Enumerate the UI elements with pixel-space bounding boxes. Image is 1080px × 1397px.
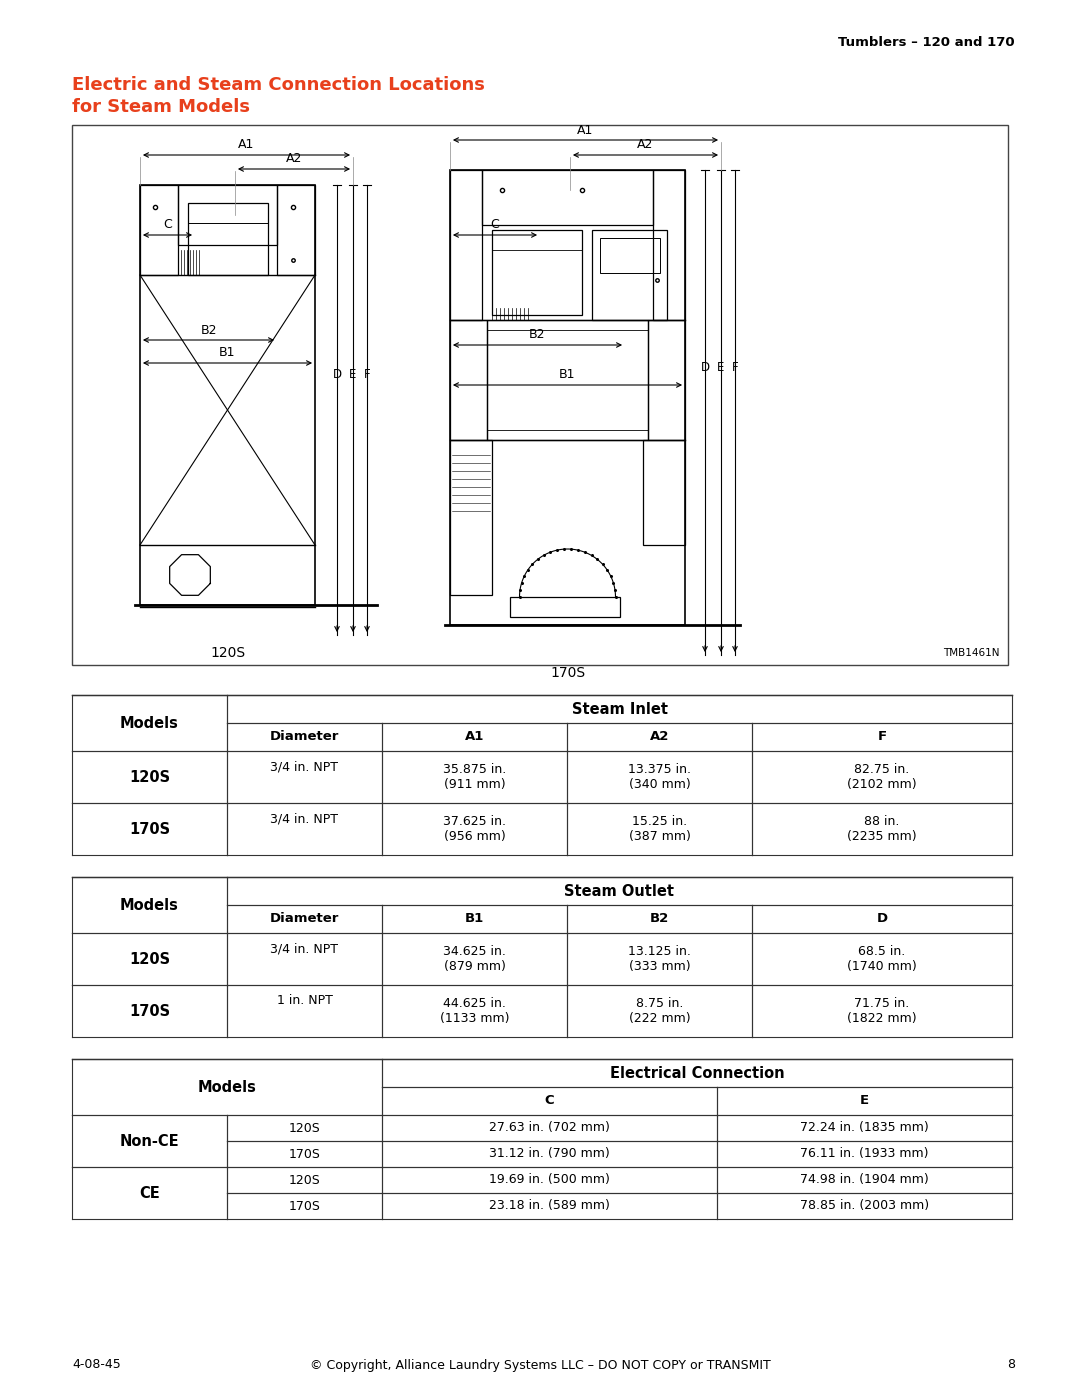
Text: 34.625 in.
(879 mm): 34.625 in. (879 mm) <box>443 944 505 972</box>
Text: 27.63 in. (702 mm): 27.63 in. (702 mm) <box>489 1122 610 1134</box>
Text: E: E <box>717 360 725 374</box>
Text: B2: B2 <box>650 912 670 925</box>
Bar <box>140 184 178 275</box>
Bar <box>72 124 1008 665</box>
Text: D: D <box>333 369 341 381</box>
Text: Steam Outlet: Steam Outlet <box>565 883 675 898</box>
Bar <box>510 597 620 617</box>
Text: F: F <box>731 360 739 374</box>
Text: D: D <box>877 912 888 925</box>
Text: 170S: 170S <box>129 1003 170 1018</box>
Text: A2: A2 <box>650 731 670 743</box>
Text: © Copyright, Alliance Laundry Systems LLC – DO NOT COPY or TRANSMIT: © Copyright, Alliance Laundry Systems LL… <box>310 1358 770 1372</box>
Text: Models: Models <box>120 897 179 912</box>
Text: E: E <box>860 1094 869 1108</box>
Text: Steam Inlet: Steam Inlet <box>571 701 667 717</box>
Text: for Steam Models: for Steam Models <box>72 98 249 116</box>
Text: 8: 8 <box>1007 1358 1015 1372</box>
Bar <box>276 184 315 275</box>
Text: Models: Models <box>120 715 179 731</box>
Text: 76.11 in. (1933 mm): 76.11 in. (1933 mm) <box>800 1147 929 1161</box>
Bar <box>648 320 685 440</box>
Bar <box>188 203 268 275</box>
Text: C: C <box>163 218 172 232</box>
Text: 1 in. NPT: 1 in. NPT <box>276 995 333 1007</box>
Text: 78.85 in. (2003 mm): 78.85 in. (2003 mm) <box>800 1200 929 1213</box>
Bar <box>450 440 492 595</box>
Text: 8.75 in.
(222 mm): 8.75 in. (222 mm) <box>629 997 690 1025</box>
Text: B2: B2 <box>200 324 217 337</box>
Bar <box>600 237 660 272</box>
Text: 44.625 in.
(1133 mm): 44.625 in. (1133 mm) <box>440 997 510 1025</box>
Text: 68.5 in.
(1740 mm): 68.5 in. (1740 mm) <box>847 944 917 972</box>
Text: 15.25 in.
(387 mm): 15.25 in. (387 mm) <box>629 814 690 842</box>
Text: A2: A2 <box>286 152 302 165</box>
Text: 13.125 in.
(333 mm): 13.125 in. (333 mm) <box>629 944 691 972</box>
Text: 3/4 in. NPT: 3/4 in. NPT <box>270 943 338 956</box>
Text: 3/4 in. NPT: 3/4 in. NPT <box>270 813 338 826</box>
Text: 3/4 in. NPT: 3/4 in. NPT <box>270 760 338 774</box>
Text: TMB1461N: TMB1461N <box>944 648 1000 658</box>
Text: B1: B1 <box>464 912 484 925</box>
Bar <box>643 440 685 545</box>
Text: B1: B1 <box>219 346 235 359</box>
Text: Diameter: Diameter <box>270 731 339 743</box>
Bar <box>492 231 582 314</box>
Text: 19.69 in. (500 mm): 19.69 in. (500 mm) <box>489 1173 610 1186</box>
Bar <box>140 184 315 605</box>
Text: 71.75 in.
(1822 mm): 71.75 in. (1822 mm) <box>847 997 917 1025</box>
Text: 72.24 in. (1835 mm): 72.24 in. (1835 mm) <box>800 1122 929 1134</box>
Text: A1: A1 <box>464 731 484 743</box>
Text: 170S: 170S <box>129 821 170 837</box>
Bar <box>450 170 482 320</box>
Text: CE: CE <box>139 1186 160 1200</box>
Text: 170S: 170S <box>550 666 585 680</box>
Text: 13.375 in.
(340 mm): 13.375 in. (340 mm) <box>627 763 691 791</box>
Bar <box>487 320 648 440</box>
Text: C: C <box>544 1094 554 1108</box>
Text: B2: B2 <box>529 328 545 341</box>
Text: 23.18 in. (589 mm): 23.18 in. (589 mm) <box>489 1200 610 1213</box>
Text: 120S: 120S <box>288 1122 321 1134</box>
Text: Non-CE: Non-CE <box>120 1133 179 1148</box>
Text: 120S: 120S <box>129 770 170 785</box>
Bar <box>450 320 487 440</box>
Text: Electric and Steam Connection Locations: Electric and Steam Connection Locations <box>72 75 485 94</box>
Bar <box>592 231 667 320</box>
Text: E: E <box>349 369 356 381</box>
Text: 37.625 in.
(956 mm): 37.625 in. (956 mm) <box>443 814 507 842</box>
Text: 35.875 in.
(911 mm): 35.875 in. (911 mm) <box>443 763 507 791</box>
Text: B1: B1 <box>559 369 576 381</box>
Text: 120S: 120S <box>288 1173 321 1186</box>
Text: C: C <box>490 218 499 232</box>
Text: A2: A2 <box>637 138 653 151</box>
Text: 120S: 120S <box>129 951 170 967</box>
Text: Tumblers – 120 and 170: Tumblers – 120 and 170 <box>838 35 1015 49</box>
Text: F: F <box>364 369 370 381</box>
Bar <box>482 170 653 225</box>
Bar <box>450 170 685 624</box>
Bar <box>653 170 685 320</box>
Text: 170S: 170S <box>288 1147 321 1161</box>
Text: 31.12 in. (790 mm): 31.12 in. (790 mm) <box>489 1147 610 1161</box>
Text: F: F <box>877 731 887 743</box>
Text: 120S: 120S <box>210 645 245 659</box>
Text: A1: A1 <box>578 123 594 137</box>
Bar <box>178 184 276 244</box>
Text: Models: Models <box>198 1080 256 1094</box>
Text: 170S: 170S <box>288 1200 321 1213</box>
Text: 82.75 in.
(2102 mm): 82.75 in. (2102 mm) <box>847 763 917 791</box>
Text: Electrical Connection: Electrical Connection <box>610 1066 784 1080</box>
Text: D: D <box>701 360 710 374</box>
Text: Diameter: Diameter <box>270 912 339 925</box>
Text: A1: A1 <box>239 138 255 151</box>
Text: 74.98 in. (1904 mm): 74.98 in. (1904 mm) <box>800 1173 929 1186</box>
Text: 88 in.
(2235 mm): 88 in. (2235 mm) <box>847 814 917 842</box>
Text: 4-08-45: 4-08-45 <box>72 1358 121 1372</box>
